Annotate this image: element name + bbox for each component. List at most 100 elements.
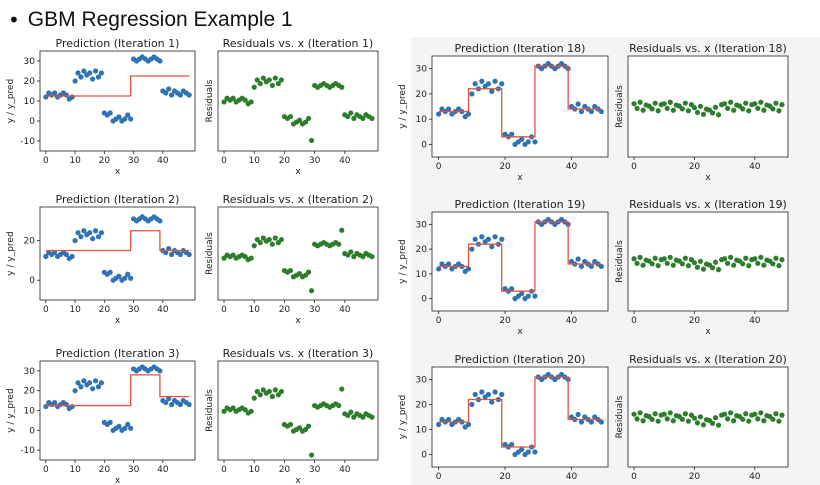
data-point: [107, 110, 113, 116]
residual-point: [770, 261, 776, 267]
plot-title: Prediction (Iteration 2): [56, 193, 180, 206]
x-tick-label: 30: [309, 305, 321, 315]
y-axis-label: y / y_pred: [6, 388, 16, 432]
residual-point: [257, 80, 263, 87]
x-tick-label: 40: [749, 316, 761, 326]
residual-point: [761, 262, 767, 268]
data-point: [472, 391, 478, 398]
residual-point: [746, 263, 752, 269]
data-point: [78, 234, 84, 240]
plot-title: Residuals vs. x (Iteration 1): [223, 37, 374, 50]
prediction-line: [438, 221, 602, 292]
chart-panel: Prediction (Iteration 2) 0 10 20 30 40 x 0 20 y /…: [6, 193, 196, 326]
residual-point: [661, 101, 667, 107]
residual-point: [743, 100, 749, 106]
prediction-line: [438, 65, 602, 138]
data-point: [95, 384, 102, 390]
data-point: [72, 238, 78, 244]
residual-point: [305, 423, 312, 429]
residual-point: [257, 240, 263, 246]
residual-point: [302, 119, 309, 125]
data-point: [598, 263, 604, 270]
residual-point: [248, 99, 254, 105]
residual-point: [242, 407, 248, 413]
chart-panel: Residuals vs. x (Iteration 2) 0 10 20 30 40 x R…: [205, 193, 379, 326]
residual-point: [682, 411, 688, 417]
data-point: [479, 389, 485, 395]
residual-point: [652, 411, 658, 417]
y-tick-label: 30: [24, 57, 36, 67]
data-point: [122, 425, 128, 431]
x-axis-label: x: [517, 483, 523, 485]
residual-point: [640, 418, 646, 424]
data-point: [157, 58, 163, 64]
residual-point: [272, 235, 278, 241]
data-point: [446, 261, 452, 267]
x-tick-label: 0: [43, 156, 49, 166]
data-point: [81, 68, 87, 74]
plot-title: Prediction (Iteration 1): [56, 37, 180, 50]
data-point: [128, 275, 134, 281]
x-axis-label: x: [115, 476, 121, 485]
residual-point: [266, 77, 272, 83]
x-axis-label: x: [295, 167, 301, 177]
data-point: [525, 293, 531, 299]
residual-point: [345, 113, 351, 120]
x-tick-label: 40: [339, 465, 351, 475]
y-axis-label: y / y_pred: [6, 231, 16, 275]
y-tick-label: 30: [416, 376, 428, 386]
residual-point: [631, 101, 637, 107]
x-tick-label: 10: [248, 465, 260, 475]
residual-point: [779, 102, 785, 108]
data-point: [87, 380, 93, 386]
y-tick-label: 30: [416, 65, 428, 75]
residual-point: [691, 105, 698, 111]
residual-point: [679, 106, 685, 112]
residual-point: [287, 421, 294, 428]
residual-point: [697, 103, 704, 109]
residual-point: [685, 263, 691, 269]
plot-title: Residuals vs. x (Iteration 2): [223, 193, 374, 206]
residual-point: [308, 452, 315, 458]
residual-point: [691, 415, 698, 421]
x-tick-label: 0: [436, 472, 442, 482]
residual-point: [758, 254, 764, 260]
plot-title: Prediction (Iteration 20): [455, 353, 586, 366]
data-point: [499, 81, 505, 87]
residual-point: [752, 411, 758, 417]
y-tick-label: 10: [24, 97, 36, 107]
plot-title: Residuals vs. x (Iteration 18): [629, 42, 787, 55]
residual-point: [339, 386, 345, 392]
data-point: [186, 251, 192, 258]
residual-point: [275, 80, 281, 87]
data-point: [499, 236, 505, 242]
data-point: [128, 116, 134, 122]
residual-point: [278, 236, 284, 243]
y-tick-label: 0: [421, 295, 427, 305]
data-point: [446, 416, 452, 423]
residual-point: [230, 95, 236, 101]
data-point: [75, 380, 81, 386]
residual-point: [248, 255, 254, 261]
chart-panel: Prediction (Iteration 18) 0 20 40 x 0 10 20 30 y …: [398, 42, 609, 183]
residual-point: [709, 110, 716, 116]
x-tick-label: 10: [69, 156, 81, 166]
data-point: [489, 88, 495, 94]
x-tick-label: 20: [279, 156, 291, 166]
y-tick-label: 0: [29, 117, 35, 127]
residual-point: [755, 260, 761, 266]
residual-point: [728, 254, 734, 260]
residual-point: [728, 410, 734, 416]
chart-panel: Prediction (Iteration 19) 0 20 40 x 0 10 20 30 y …: [398, 198, 609, 337]
data-point: [166, 396, 172, 402]
data-point: [575, 101, 581, 107]
x-tick-label: 30: [128, 465, 140, 475]
residual-point: [679, 261, 685, 267]
slide-title: • GBM Regression Example 1: [8, 6, 293, 34]
residual-point: [649, 261, 655, 267]
data-point: [69, 403, 75, 410]
y-axis-label: y / y_pred: [398, 84, 408, 128]
plot-frame: [39, 360, 196, 461]
data-point: [186, 92, 192, 98]
bullet-icon: •: [8, 8, 20, 32]
